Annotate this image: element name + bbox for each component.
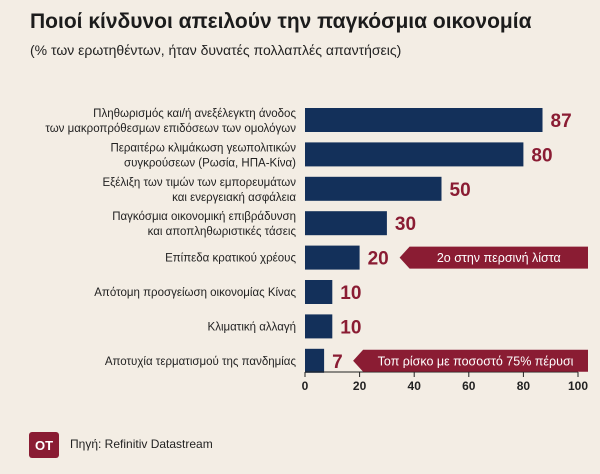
callout-tag (399, 246, 588, 269)
category-label: Παγκόσμια οικονομική επιβράδυνση (112, 211, 296, 223)
category-label: Εξέλιξη των τιμών των εμπορευμάτων (102, 177, 296, 189)
value-label: 30 (395, 214, 416, 235)
bar (305, 314, 333, 339)
category-label: και ενεργειακή ασφάλεια (172, 192, 296, 204)
bar (305, 245, 360, 270)
category-label: Κλιματική αλλαγή (208, 321, 296, 333)
value-label: 7 (332, 352, 343, 373)
x-tick-label: 20 (353, 379, 367, 393)
category-label: Περαιτέρω κλιμάκωση γεωπολιτικών (110, 142, 296, 154)
category-label: και αποπληθωριστικές τάσεις (148, 226, 297, 238)
category-label: Επίπεδα κρατικού χρέους (165, 253, 296, 265)
x-tick-label: 60 (462, 379, 476, 393)
category-label: των μακροπρόθεσμων επιδόσεων των ομολόγω… (45, 123, 296, 135)
value-label: 87 (551, 111, 572, 132)
chart-subtitle: (% των ερωτηθέντων, ήταν δυνατές πολλαπλ… (30, 42, 402, 58)
value-label: 20 (368, 249, 389, 270)
x-tick-label: 80 (517, 379, 531, 393)
value-label: 50 (450, 180, 471, 201)
category-label: Αποτυχία τερματισμού της πανδημίας (105, 356, 297, 368)
bar (305, 280, 333, 304)
bar (305, 176, 442, 201)
x-tick-label: 0 (302, 379, 309, 393)
value-label: 10 (340, 283, 361, 304)
bar (305, 108, 543, 132)
source-note: Πηγή: Refinitiv Datastream (70, 437, 213, 451)
category-label: Απότομη προσγείωση οικονομίας Κίνας (94, 287, 296, 299)
ot-logo: OT (29, 432, 59, 458)
x-tick-label: 100 (568, 379, 588, 393)
chart-title: Ποιοί κίνδυνοι απειλούν την παγκόσμια οι… (30, 10, 532, 33)
category-label: Πληθωρισμός και/ή ανεξέλεγκτη άνοδος (93, 108, 296, 120)
value-label: 10 (340, 317, 361, 338)
value-label: 80 (531, 145, 552, 166)
category-label: συγκρούσεων (Ρωσία, ΗΠΑ-Κίνα) (124, 157, 296, 169)
callout-tag (353, 349, 588, 372)
x-tick-label: 40 (408, 379, 422, 393)
callout-label: Τοπ ρίσκο με ποσοστό 75% πέρυσι (378, 354, 574, 368)
bar (305, 348, 325, 373)
bar (305, 142, 524, 167)
bar (305, 211, 387, 236)
callout-label: 2ο στην περσινή λίστα (437, 251, 561, 265)
